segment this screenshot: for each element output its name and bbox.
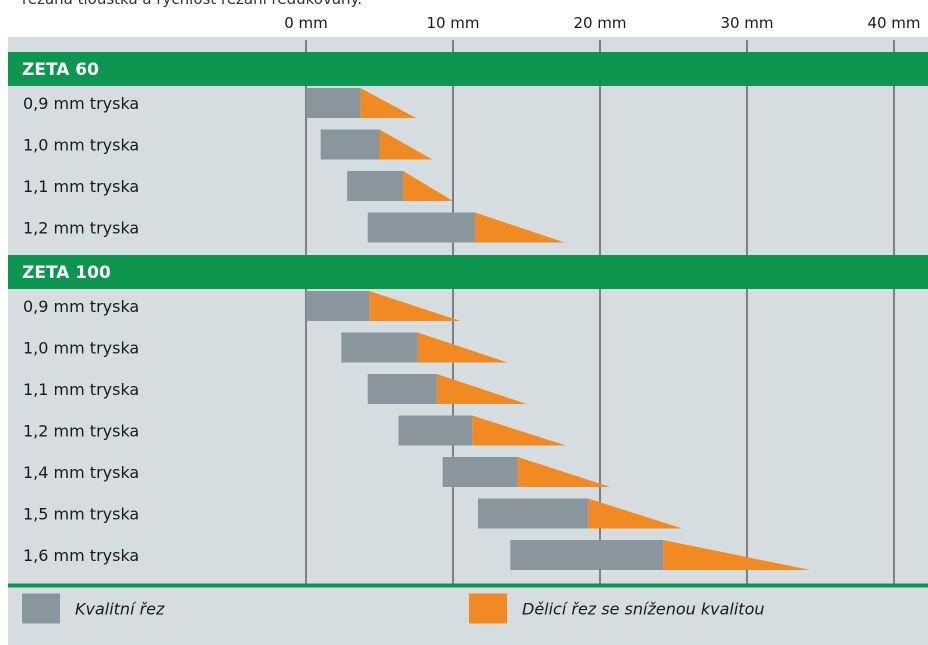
quality-cut-bar xyxy=(398,415,473,446)
quality-cut-bar xyxy=(510,540,664,570)
quality-cut-bar xyxy=(477,498,589,529)
quality-cut-bar xyxy=(306,88,361,118)
row-label: 1,1 mm tryska xyxy=(23,380,139,399)
row-label: 1,4 mm tryska xyxy=(23,463,139,482)
section-title: ZETA 60 xyxy=(22,60,99,80)
separation-cut-bar xyxy=(369,291,461,321)
separation-cut-bar xyxy=(472,415,567,446)
quality-cut-bar xyxy=(347,171,404,201)
section-header xyxy=(8,52,928,86)
separation-cut-bar xyxy=(436,374,527,404)
row-label: 1,2 mm tryska xyxy=(23,219,139,238)
row-label: 1,5 mm tryska xyxy=(23,505,139,524)
legend-label: Dělicí řez se sníženou kvalitou xyxy=(522,600,765,619)
intro-text: řezaná tloušťka a rychlost řezání reduko… xyxy=(22,0,362,8)
bottom-rule xyxy=(8,583,928,588)
row-label: 1,0 mm tryska xyxy=(23,339,139,358)
row-label: 1,0 mm tryska xyxy=(23,136,139,155)
separation-cut-bar xyxy=(588,498,683,529)
section-header xyxy=(8,255,928,289)
row-label: 0,9 mm tryska xyxy=(23,297,139,316)
separation-cut-bar xyxy=(475,212,565,243)
x-tick-label: 20 mm xyxy=(573,14,626,32)
separation-cut-bar xyxy=(403,171,453,201)
separation-cut-bar xyxy=(379,129,433,160)
chart-panel xyxy=(8,37,928,645)
quality-cut-bar xyxy=(367,212,476,243)
quality-cut-bar xyxy=(341,332,418,363)
separation-cut-bar xyxy=(360,88,417,118)
x-tick-label: 0 mm xyxy=(284,14,328,32)
separation-cut-bar xyxy=(663,540,811,570)
separation-cut-bar xyxy=(417,332,508,363)
quality-cut-bar xyxy=(367,374,437,404)
separation-cut-bar xyxy=(517,457,611,487)
row-label: 0,9 mm tryska xyxy=(23,94,139,113)
x-tick-label: 30 mm xyxy=(720,14,773,32)
x-tick-label: 10 mm xyxy=(426,14,479,32)
section-title: ZETA 100 xyxy=(22,263,111,283)
row-label: 1,1 mm tryska xyxy=(23,177,139,196)
x-tick-label: 40 mm xyxy=(867,14,920,32)
row-label: 1,2 mm tryska xyxy=(23,422,139,441)
legend-swatch xyxy=(469,593,507,624)
legend-label: Kvalitní řez xyxy=(75,600,165,619)
legend-swatch xyxy=(22,593,60,624)
row-label: 1,6 mm tryska xyxy=(23,546,139,565)
quality-cut-bar xyxy=(320,129,380,160)
quality-cut-bar xyxy=(306,291,370,321)
quality-cut-bar xyxy=(442,457,518,487)
